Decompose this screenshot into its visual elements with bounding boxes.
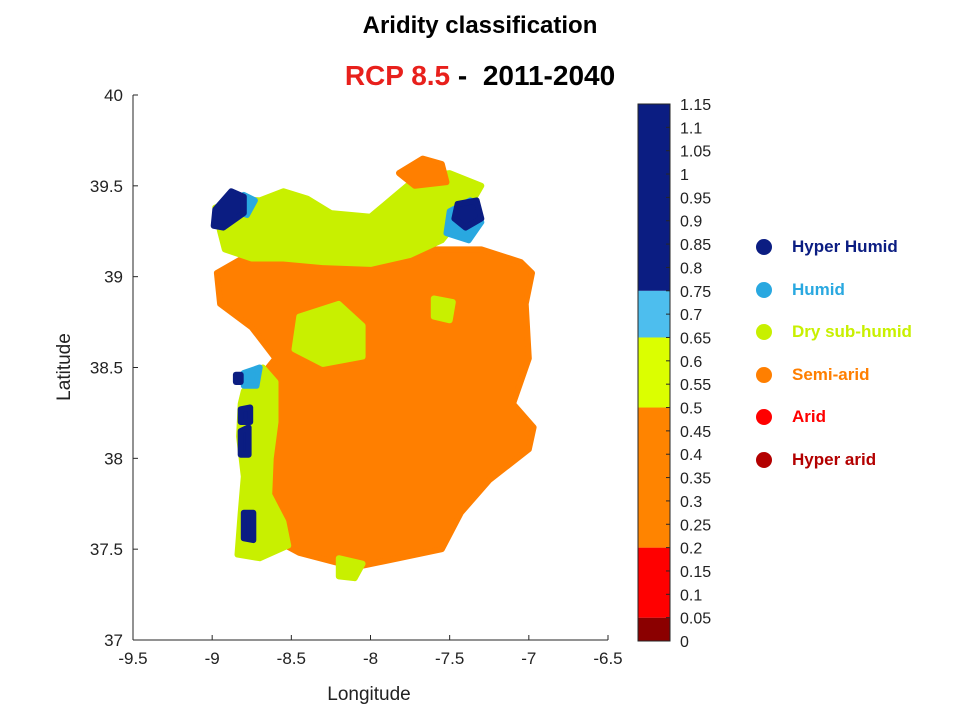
legend-item: Humid xyxy=(756,269,912,312)
region-dry-sub-humid-3 xyxy=(291,300,366,367)
colorbar-band xyxy=(638,617,670,641)
colorbar-tick-label: 0.25 xyxy=(680,517,711,534)
x-tick-label: -7 xyxy=(521,649,536,668)
colorbar-tick-label: 1.15 xyxy=(680,97,711,114)
region-hyper-humid-15 xyxy=(232,371,244,385)
colorbar-tick-label: 0.6 xyxy=(680,354,702,371)
colorbar-tick-label: 0.3 xyxy=(680,494,702,511)
colorbar-tick-label: 1.05 xyxy=(680,144,711,161)
axes: -9.5 -9 -8.5 -8 -7.5 -7 -6.5 37 37.5 38 38.5 39 39.5… xyxy=(90,86,623,668)
region-hyper-humid-11 xyxy=(240,509,257,544)
x-tick-label: -6.5 xyxy=(593,649,622,668)
y-tick-label: 39 xyxy=(104,268,123,287)
colorbar-tick-label: 0.15 xyxy=(680,564,711,581)
legend-item: Hyper Humid xyxy=(756,226,912,269)
colorbar-band xyxy=(638,104,670,291)
legend-label: Arid xyxy=(792,407,826,427)
x-tick-label: -9 xyxy=(205,649,220,668)
colorbar: 0 0.05 0.1 0.15 0.2 0.25 0.3 0.35 0.4 0.45 0.5 0.55… xyxy=(637,97,711,651)
colorbar-tick-label: 0.4 xyxy=(680,447,702,464)
x-tick-label: -7.5 xyxy=(435,649,464,668)
region-semi-arid-2 xyxy=(396,155,450,189)
colorbar-tick-label: 0.95 xyxy=(680,190,711,207)
legend-marker xyxy=(756,324,772,341)
region-hyper-humid-13 xyxy=(237,404,254,425)
colorbar-tick-label: 0.55 xyxy=(680,377,711,394)
region-humid-14 xyxy=(240,364,263,389)
chart-title: Aridity classification xyxy=(362,12,598,39)
aridity-regions xyxy=(210,155,537,582)
legend-marker xyxy=(756,366,772,383)
colorbar-frame xyxy=(637,103,671,642)
chart-subtitle: RCP 8.5 - 2011-2040 xyxy=(0,60,960,92)
colorbar-tick-label: 0.2 xyxy=(680,541,702,558)
y-tick-label: 37 xyxy=(104,631,123,650)
y-tick-label: 38 xyxy=(104,449,123,468)
legend-item: Semi-arid xyxy=(756,354,912,397)
legend-label: Dry sub-humid xyxy=(792,322,912,342)
x-tick-label: -9.5 xyxy=(118,649,147,668)
colorbar-tick-label: 0.5 xyxy=(680,401,702,418)
colorbar-tick-label: 1.1 xyxy=(680,120,702,137)
colorbar-tick-label: 0.05 xyxy=(680,611,711,628)
legend-marker xyxy=(756,281,772,298)
x-tick-label: -8 xyxy=(363,649,378,668)
period-label: 2011-2040 xyxy=(482,60,616,91)
x-tick-label: -8.5 xyxy=(277,649,306,668)
region-dry-sub-humid-4 xyxy=(430,295,456,324)
legend-marker xyxy=(756,409,772,426)
colorbar-tick-label: 0.8 xyxy=(680,260,702,277)
region-dry-sub-humid-1 xyxy=(212,170,485,267)
legend-label: Semi-arid xyxy=(792,364,870,384)
region-dry-sub-humid-6 xyxy=(335,555,366,582)
colorbar-band xyxy=(638,337,670,408)
colorbar-tick-label: 0 xyxy=(680,634,689,651)
legend-label: Hyper arid xyxy=(792,449,877,469)
scenario-label: RCP 8.5 xyxy=(344,60,451,91)
colorbar-tick-label: 0.65 xyxy=(680,330,711,347)
legend-label: Humid xyxy=(792,279,845,299)
legend-item: Hyper arid xyxy=(756,439,912,482)
legend-item: Dry sub-humid xyxy=(756,311,912,354)
y-axis-label: Latitude xyxy=(54,333,75,401)
colorbar-tick-label: 1 xyxy=(680,167,689,184)
y-tick-label: 38.5 xyxy=(90,359,123,378)
class-legend: Hyper Humid Humid Dry sub-humid Semi-arid Ar… xyxy=(756,226,912,481)
colorbar-band xyxy=(638,547,670,618)
y-tick-label: 37.5 xyxy=(90,540,123,559)
x-axis-label: Longitude xyxy=(327,684,410,705)
legend-item: Arid xyxy=(756,396,912,439)
colorbar-tick-label: 0.9 xyxy=(680,214,702,231)
colorbar-band xyxy=(638,407,670,548)
legend-marker xyxy=(756,239,772,256)
colorbar-tick-label: 0.1 xyxy=(680,587,702,604)
colorbar-band xyxy=(638,290,670,338)
y-tick-label: 40 xyxy=(104,86,123,105)
subtitle-separator: - xyxy=(450,60,483,91)
colorbar-tick-label: 0.75 xyxy=(680,284,711,301)
colorbar-tick-label: 0.85 xyxy=(680,237,711,254)
colorbar-tick-label: 0.35 xyxy=(680,471,711,488)
region-hyper-humid-10 xyxy=(210,188,247,231)
colorbar-tick-label: 0.45 xyxy=(680,424,711,441)
region-hyper-humid-12 xyxy=(237,424,252,458)
region-hyper-humid-8 xyxy=(451,197,485,231)
y-tick-label: 39.5 xyxy=(90,177,123,196)
colorbar-tick-label: 0.7 xyxy=(680,307,702,324)
legend-marker xyxy=(756,451,772,468)
legend-label: Hyper Humid xyxy=(792,237,898,257)
